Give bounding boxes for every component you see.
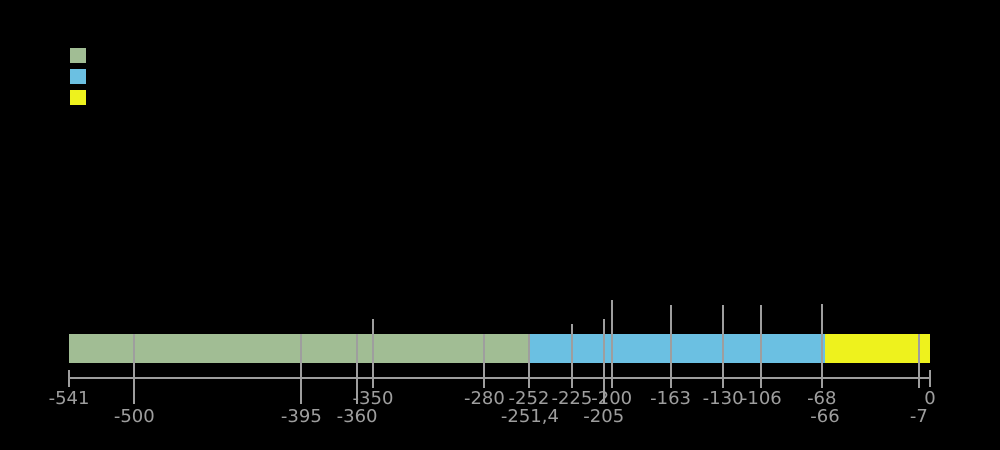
tick-line bbox=[527, 334, 530, 388]
tick-label: -205 bbox=[583, 406, 625, 427]
tick-label: -395 bbox=[280, 406, 322, 427]
tick-label: -251,4 bbox=[500, 406, 559, 427]
tick-label: -541 bbox=[48, 388, 90, 409]
tick-line bbox=[371, 319, 374, 388]
tick-label: -66 bbox=[810, 406, 840, 427]
tick-line bbox=[300, 334, 303, 404]
tick-line bbox=[722, 305, 725, 388]
tick-label: -252 bbox=[508, 388, 550, 409]
axis-line bbox=[69, 377, 930, 379]
tick-line bbox=[820, 304, 823, 388]
tick-label: -106 bbox=[740, 388, 782, 409]
tick-line bbox=[570, 324, 573, 388]
bar-segment bbox=[69, 334, 529, 363]
tick-label: -163 bbox=[650, 388, 692, 409]
tick-line bbox=[602, 319, 605, 404]
legend-swatch-yellow bbox=[70, 90, 86, 105]
tick-label: -200 bbox=[591, 388, 633, 409]
tick-label: -360 bbox=[336, 406, 378, 427]
tick-label: -350 bbox=[352, 388, 394, 409]
bar-segment bbox=[528, 334, 825, 363]
legend bbox=[70, 48, 86, 111]
legend-swatch-blue bbox=[70, 69, 86, 84]
tick-label: -280 bbox=[463, 388, 505, 409]
tick-line bbox=[356, 334, 359, 404]
tick-label: -500 bbox=[113, 406, 155, 427]
tick-line bbox=[760, 305, 763, 388]
tick-line bbox=[483, 334, 486, 388]
bar-segment bbox=[824, 334, 930, 363]
tick-line bbox=[669, 305, 672, 388]
tick-label: -68 bbox=[807, 388, 837, 409]
tick-line bbox=[68, 370, 70, 387]
tick-label: -7 bbox=[909, 406, 928, 427]
tick-line bbox=[133, 334, 136, 404]
tick-label: 0 bbox=[924, 388, 936, 409]
tick-line bbox=[610, 300, 613, 388]
tick-label: -130 bbox=[702, 388, 744, 409]
legend-swatch-green bbox=[70, 48, 86, 63]
tick-line bbox=[917, 334, 920, 388]
tick-line bbox=[929, 370, 931, 387]
tick-label: -225 bbox=[551, 388, 593, 409]
